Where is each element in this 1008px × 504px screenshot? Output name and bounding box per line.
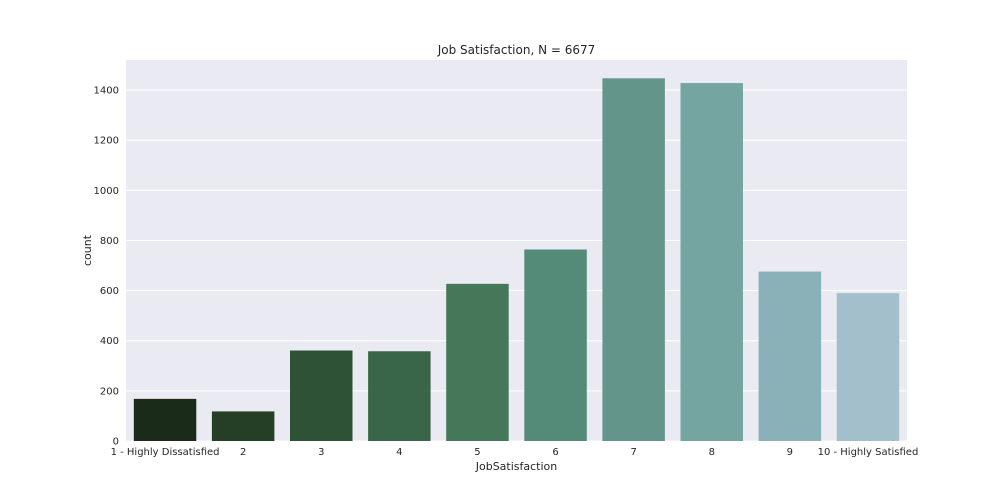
bar-5	[446, 283, 509, 441]
y-tick-label: 1000	[94, 186, 119, 197]
bar-3	[290, 350, 353, 441]
y-tick-labels: 0 200 400 600 800 1000 1200 1400	[94, 86, 119, 448]
bar-9	[758, 271, 822, 441]
x-tick-label: 2	[240, 447, 246, 458]
x-tick-label: 1 - Highly Dissatisfied	[111, 447, 220, 458]
y-tick-label: 200	[100, 386, 119, 397]
x-tick-label: 6	[552, 447, 558, 458]
x-tick-label: 7	[630, 447, 636, 458]
x-tick-labels: 1 - Highly Dissatisfied 2 3 4 5 6 7 8 9 10 - High…	[111, 447, 919, 458]
y-tick-label: 800	[100, 236, 119, 247]
bar-6	[524, 249, 587, 441]
x-tick-label: 9	[787, 447, 793, 458]
y-tick-label: 0	[113, 437, 119, 448]
bar-2	[211, 411, 275, 441]
bars	[133, 78, 900, 442]
bar-7	[602, 78, 665, 441]
y-tick-label: 600	[100, 286, 119, 297]
x-tick-label: 10 - Highly Satisfied	[818, 447, 919, 458]
x-tick-label: 8	[709, 447, 715, 458]
bar-8	[680, 83, 743, 442]
x-axis-label: JobSatisfaction	[475, 460, 558, 473]
x-tick-label: 4	[396, 447, 402, 458]
bar-4	[368, 351, 431, 441]
y-axis-label: count	[81, 234, 94, 266]
y-tick-label: 1200	[94, 136, 119, 147]
x-tick-label: 5	[474, 447, 480, 458]
chart-title: Job Satisfaction, N = 6677	[437, 43, 596, 57]
bar-1	[133, 398, 197, 441]
y-tick-label: 400	[100, 336, 119, 347]
y-tick-label: 1400	[94, 86, 119, 97]
x-tick-label: 3	[318, 447, 324, 458]
bar-10	[836, 293, 900, 441]
